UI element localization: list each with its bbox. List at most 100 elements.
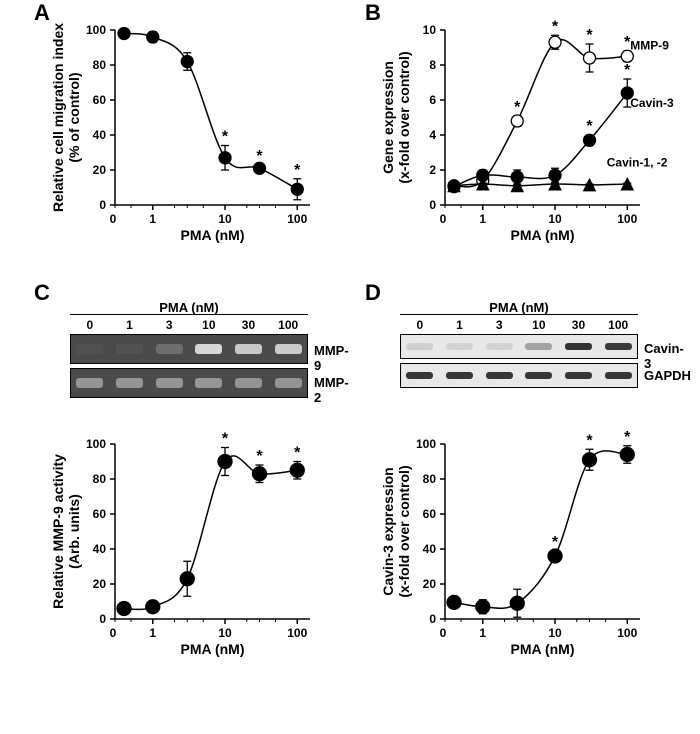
svg-text:4: 4 — [429, 128, 436, 142]
svg-text:40: 40 — [93, 542, 107, 556]
gel-col-label: 30 — [229, 318, 269, 332]
panel-label-D: D — [365, 280, 381, 306]
gel-band — [525, 343, 552, 351]
gel-band — [275, 344, 302, 354]
gel-col-label: 10 — [519, 318, 559, 332]
gel-band — [486, 372, 513, 380]
svg-text:100: 100 — [287, 212, 307, 226]
gel-band — [486, 343, 513, 351]
gel-band — [446, 343, 473, 351]
svg-text:100: 100 — [287, 626, 307, 640]
gel-band — [156, 378, 183, 388]
svg-text:0: 0 — [110, 626, 117, 640]
svg-text:*: * — [552, 534, 559, 551]
gel-band — [76, 378, 103, 388]
svg-text:80: 80 — [93, 58, 107, 72]
gel-col-label: 3 — [479, 318, 519, 332]
gel-band — [565, 343, 592, 351]
chart-B: 0 2 4 6 8 10 1 10 100 0 PMA (nM) Gene expression(x-… — [375, 16, 700, 250]
svg-text:*: * — [586, 27, 593, 44]
gel-band — [446, 372, 473, 380]
svg-text:*: * — [586, 432, 593, 449]
svg-text:0: 0 — [99, 612, 106, 626]
svg-text:0: 0 — [429, 198, 436, 212]
svg-text:1: 1 — [479, 212, 486, 226]
svg-text:*: * — [552, 18, 559, 35]
svg-text:Relative cell migration index: Relative cell migration index — [50, 23, 66, 212]
gel-band — [525, 372, 552, 380]
svg-text:100: 100 — [86, 23, 106, 37]
svg-text:100: 100 — [617, 212, 637, 226]
svg-text:40: 40 — [93, 128, 107, 142]
gel-col-label: 0 — [400, 318, 440, 332]
gel-band — [406, 343, 433, 351]
svg-text:80: 80 — [93, 472, 107, 486]
chart-D: 0204060801001101000PMA (nM)Cavin-3 expre… — [375, 430, 700, 664]
svg-text:8: 8 — [429, 58, 436, 72]
gel-band — [156, 344, 183, 354]
svg-text:PMA (nM): PMA (nM) — [180, 227, 244, 243]
svg-text:*: * — [586, 118, 593, 135]
svg-text:100: 100 — [617, 626, 637, 640]
gel-row — [400, 363, 638, 388]
svg-text:20: 20 — [93, 163, 107, 177]
gel-header: PMA (nM) — [70, 300, 308, 315]
svg-text:60: 60 — [93, 507, 107, 521]
gel-col-label: 100 — [268, 318, 308, 332]
svg-text:10: 10 — [423, 23, 437, 37]
svg-text:PMA (nM): PMA (nM) — [180, 641, 244, 657]
chart-C: 0204060801001101000PMA (nM)Relative MMP-… — [45, 430, 372, 664]
gel-row-label: MMP-2 — [314, 375, 349, 405]
chart-A: 0204060801001101000PMA (nM)Relative cell… — [45, 16, 372, 250]
gel-band — [76, 344, 103, 354]
svg-text:(% of control): (% of control) — [66, 72, 82, 162]
svg-text:0: 0 — [110, 212, 117, 226]
gel-row — [70, 334, 308, 364]
svg-text:Cavin-1, -2: Cavin-1, -2 — [607, 156, 668, 170]
svg-text:*: * — [624, 62, 631, 79]
gel-band — [275, 378, 302, 388]
gel-header: PMA (nM) — [400, 300, 638, 315]
svg-text:40: 40 — [423, 542, 437, 556]
svg-text:(x-fold over control): (x-fold over control) — [396, 465, 412, 597]
svg-text:0: 0 — [429, 612, 436, 626]
svg-text:2: 2 — [429, 163, 436, 177]
svg-text:60: 60 — [93, 93, 107, 107]
svg-text:10: 10 — [548, 212, 562, 226]
gel-col-label: 0 — [70, 318, 110, 332]
svg-text:(Arb. units): (Arb. units) — [66, 494, 82, 569]
svg-text:6: 6 — [429, 93, 436, 107]
gel-col-label: 100 — [598, 318, 638, 332]
svg-text:0: 0 — [440, 626, 447, 640]
svg-text:Cavin-3: Cavin-3 — [630, 96, 674, 110]
gel-row-label: MMP-9 — [314, 343, 349, 373]
gel-col-label: 1 — [110, 318, 150, 332]
gel-row — [70, 368, 308, 398]
svg-text:80: 80 — [423, 472, 437, 486]
svg-text:*: * — [256, 148, 263, 165]
svg-text:Cavin-3 expression: Cavin-3 expression — [380, 467, 396, 595]
gel-row — [400, 334, 638, 359]
svg-text:PMA (nM): PMA (nM) — [510, 227, 574, 243]
svg-text:*: * — [624, 430, 631, 446]
gel-col-label: 30 — [559, 318, 599, 332]
gel-band — [116, 344, 143, 354]
gel-band — [235, 344, 262, 354]
gel-row-label: Cavin-3 — [644, 341, 684, 371]
svg-text:60: 60 — [423, 507, 437, 521]
gel-band — [235, 378, 262, 388]
gel-band — [565, 372, 592, 380]
svg-text:0: 0 — [99, 198, 106, 212]
svg-text:*: * — [514, 99, 521, 116]
svg-text:0: 0 — [440, 212, 447, 226]
svg-text:(x-fold over control): (x-fold over control) — [396, 51, 412, 183]
svg-text:Gene expression: Gene expression — [380, 61, 396, 174]
gel-band — [195, 378, 222, 388]
svg-text:100: 100 — [86, 437, 106, 451]
svg-text:1: 1 — [149, 626, 156, 640]
svg-text:100: 100 — [416, 437, 436, 451]
svg-text:*: * — [256, 448, 263, 465]
svg-text:20: 20 — [423, 577, 437, 591]
gel-col-label: 1 — [440, 318, 480, 332]
svg-text:1: 1 — [149, 212, 156, 226]
